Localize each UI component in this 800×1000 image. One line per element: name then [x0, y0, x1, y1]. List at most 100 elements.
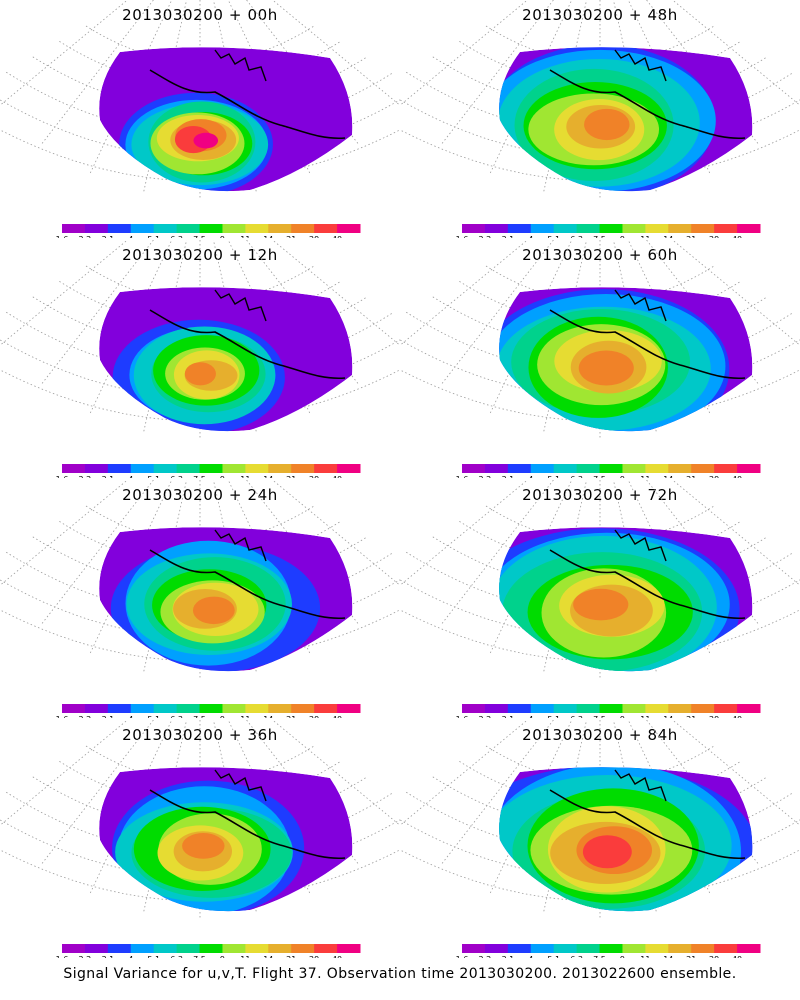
coastline — [149, 309, 346, 380]
colorbar-swatch — [130, 704, 155, 713]
colorbar-tick-label: 29 — [709, 715, 719, 718]
colorbar-tick-label: 21 — [286, 235, 296, 238]
colorbar-tick-label: 6.3 — [170, 715, 183, 718]
colorbar-swatch — [462, 704, 486, 713]
colorbar-tick-label: 7.5 — [193, 715, 206, 718]
colorbar-swatch — [84, 944, 109, 953]
variance-map: 1.6 2.2 3.1 4 5.1 6.3 7.5 9 11 14 21 29 40 — [400, 0, 800, 238]
colorbar-swatch — [84, 224, 109, 233]
contour-level — [584, 108, 630, 141]
colorbar-swatch — [622, 944, 646, 953]
colorbar-tick-label: 40 — [732, 235, 742, 238]
colorbar-swatch — [599, 944, 623, 953]
colorbar-swatch — [314, 224, 338, 233]
colorbar-tick-label: 3.1 — [501, 235, 514, 238]
variance-field — [99, 47, 353, 192]
colorbar-swatch — [62, 704, 86, 713]
colorbar-tick-label: 21 — [686, 715, 696, 718]
colorbar-swatch — [245, 464, 269, 473]
colorbar-tick-label: 14 — [263, 955, 273, 958]
colorbar-swatch — [576, 224, 601, 233]
variance-field — [499, 287, 753, 432]
colorbar-swatch — [668, 464, 692, 473]
colorbar-swatch — [268, 464, 292, 473]
map-panel: 2013030200 + 72h 1.6 2.2 3.1 4 5.1 6.3 7.5 9 11 14… — [400, 480, 800, 718]
colorbar-swatch — [291, 944, 315, 953]
colorbar-swatch — [576, 944, 601, 953]
colorbar-tick-label: 4 — [528, 235, 533, 238]
colorbar-swatch — [737, 944, 761, 953]
contour-level — [573, 588, 629, 621]
variance-map: 1.6 2.2 3.1 4 5.1 6.3 7.5 9 11 14 21 29 40 — [400, 720, 800, 958]
colorbar-swatch — [130, 944, 155, 953]
coastline — [549, 549, 746, 620]
colorbar-tick-label: 29 — [709, 235, 719, 238]
colorbar-swatch — [314, 464, 338, 473]
colorbar-tick-label: 29 — [309, 235, 319, 238]
colorbar-swatch — [176, 704, 201, 713]
colorbar-swatch — [337, 944, 361, 953]
colorbar-swatch — [107, 944, 132, 953]
colorbar-tick-label: 4 — [528, 715, 533, 718]
contour-level — [192, 596, 235, 625]
colorbar-swatch — [737, 224, 761, 233]
colorbar-tick-label: 14 — [263, 715, 273, 718]
colorbar-tick-label: 1.6 — [456, 475, 469, 478]
colorbar-tick-label: 4 — [128, 475, 133, 478]
colorbar-swatch — [462, 944, 486, 953]
coastline — [149, 789, 346, 860]
colorbar-swatch — [622, 224, 646, 233]
colorbar-tick-label: 7.5 — [593, 475, 606, 478]
colorbar-tick-label: 3.1 — [101, 715, 114, 718]
colorbar-swatch — [107, 464, 132, 473]
colorbar-swatch — [337, 704, 361, 713]
variance-field — [99, 767, 353, 912]
colorbar-tick-label: 14 — [663, 955, 673, 958]
colorbar-swatch — [222, 944, 246, 953]
colorbar-tick-label: 2.2 — [79, 475, 92, 478]
colorbar-tick-label: 11 — [640, 235, 650, 238]
colorbar-swatch — [714, 944, 738, 953]
colorbar-tick-label: 1.6 — [56, 475, 69, 478]
colorbar: 1.6 2.2 3.1 4 5.1 6.3 7.5 9 11 14 21 29 40 — [56, 464, 361, 478]
colorbar-tick-label: 1.6 — [456, 955, 469, 958]
panel-title: 2013030200 + 12h — [122, 246, 278, 264]
colorbar-swatch — [668, 704, 692, 713]
colorbar-tick-label: 11 — [240, 235, 250, 238]
contour-level — [182, 833, 225, 859]
colorbar-swatch — [599, 464, 623, 473]
colorbar-tick-label: 40 — [732, 475, 742, 478]
colorbar-swatch — [507, 704, 532, 713]
colorbar-tick-label: 1.6 — [456, 715, 469, 718]
colorbar-tick-label: 11 — [640, 475, 650, 478]
variance-field — [499, 47, 753, 192]
colorbar-swatch — [176, 464, 201, 473]
colorbar-tick-label: 40 — [332, 235, 342, 238]
colorbar-swatch — [268, 944, 292, 953]
colorbar-tick-label: 1.6 — [56, 715, 69, 718]
colorbar-swatch — [245, 224, 269, 233]
colorbar-swatch — [645, 944, 669, 953]
colorbar-tick-label: 14 — [663, 475, 673, 478]
contour-level — [578, 350, 634, 386]
colorbar-swatch — [130, 224, 155, 233]
colorbar-swatch — [691, 224, 715, 233]
coastline — [214, 289, 267, 322]
colorbar-swatch — [291, 224, 315, 233]
colorbar-swatch — [222, 464, 246, 473]
contour-level — [184, 362, 216, 386]
map-panel: 2013030200 + 00h 1.6 2.2 3.1 4 5.1 6.3 7.5 9 11 14… — [0, 0, 400, 238]
panel-title: 2013030200 + 24h — [122, 486, 278, 504]
panel-title: 2013030200 + 84h — [522, 726, 678, 744]
colorbar-tick-label: 21 — [286, 955, 296, 958]
colorbar-tick-label: 6.3 — [170, 475, 183, 478]
variance-field — [499, 527, 753, 672]
colorbar-swatch — [314, 944, 338, 953]
colorbar-swatch — [153, 944, 178, 953]
colorbar-tick-label: 14 — [663, 715, 673, 718]
colorbar-swatch — [484, 704, 509, 713]
colorbar-swatch — [245, 704, 269, 713]
colorbar-tick-label: 21 — [286, 475, 296, 478]
colorbar: 1.6 2.2 3.1 4 5.1 6.3 7.5 9 11 14 21 29 40 — [456, 704, 761, 718]
colorbar-swatch — [130, 464, 155, 473]
